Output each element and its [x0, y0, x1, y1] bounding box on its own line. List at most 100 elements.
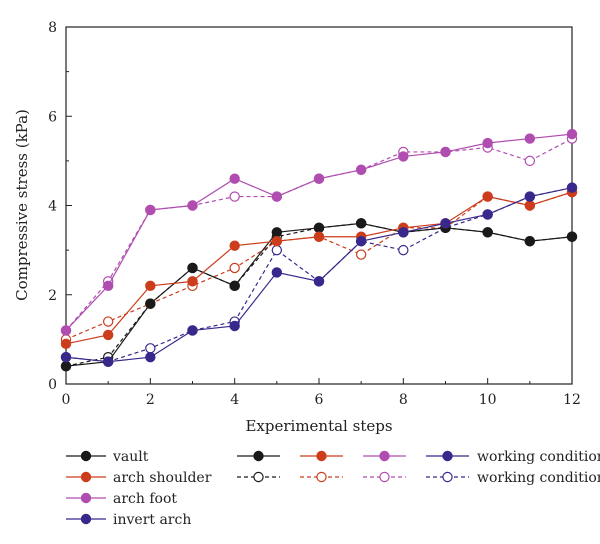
data-point-arch-shoulder-wc3	[145, 280, 156, 292]
plot-frame	[65, 26, 573, 385]
legend: vault arch shoulder arch foot invert arch wo…	[66, 449, 600, 528]
data-point-vault-wc3	[60, 360, 72, 372]
data-point-invert-arch-wc6	[271, 244, 283, 256]
series-arch-foot-wc3	[60, 128, 578, 336]
plot-frame-rect	[65, 26, 573, 385]
data-point-arch-shoulder-wc3	[313, 231, 325, 242]
x-tick-label: 2	[146, 392, 155, 408]
legend-item-label: vault	[112, 449, 149, 465]
y-tick-label: 0	[48, 377, 57, 393]
y-tick-label: 8	[48, 20, 57, 36]
data-point-invert-arch-wc3	[355, 235, 367, 247]
legend-swatch-marker	[80, 492, 92, 504]
legend-swatch-marker	[80, 471, 92, 483]
y-axis: 0 2 4 6 8	[48, 20, 72, 393]
y-tick-label: 2	[48, 288, 57, 304]
data-point-invert-arch-wc3	[398, 227, 409, 238]
legend-item-label: arch foot	[113, 491, 177, 507]
x-tick-label: 4	[230, 392, 239, 408]
series-line-arch-shoulder-wc6	[65, 191, 573, 340]
data-point-arch-foot-wc3	[187, 200, 198, 211]
legend-condition-swatch-marker	[253, 450, 264, 462]
data-point-invert-arch-wc3	[482, 209, 493, 220]
x-tick-label: 12	[563, 392, 581, 408]
data-point-arch-foot-wc3	[524, 133, 536, 144]
data-point-arch-foot-wc3	[271, 191, 283, 202]
series-line-invert-arch-wc6	[65, 187, 573, 363]
data-point-invert-arch-wc3	[145, 352, 156, 363]
series-invert-arch-wc6	[60, 182, 578, 367]
data-point-arch-foot-wc3	[60, 325, 72, 336]
x-axis-label: Experimental steps	[245, 417, 392, 435]
legend-condition-swatch-marker	[442, 471, 453, 483]
data-point-vault-wc3	[524, 235, 536, 247]
data-point-vault-wc3	[566, 231, 578, 242]
series-arch-shoulder-wc3	[60, 186, 578, 350]
data-point-arch-shoulder-wc3	[524, 200, 536, 211]
data-point-vault-wc3	[229, 280, 240, 292]
data-point-arch-foot-wc3	[440, 146, 451, 158]
data-point-invert-arch-wc3	[229, 320, 240, 332]
data-point-invert-arch-wc6	[145, 343, 156, 354]
legend-item-label: invert arch	[113, 512, 191, 528]
data-point-invert-arch-wc3	[313, 276, 325, 287]
series-line-invert-arch-wc3	[65, 187, 573, 363]
data-point-vault-wc3	[145, 298, 156, 309]
data-point-invert-arch-wc6	[398, 244, 409, 256]
y-tick-label: 6	[48, 109, 57, 125]
data-point-invert-arch-wc3	[60, 352, 72, 363]
data-point-arch-shoulder-wc6	[229, 262, 240, 274]
legend-swatch-marker	[80, 450, 92, 462]
data-point-arch-foot-wc3	[398, 151, 409, 162]
legend-condition-swatch-marker	[253, 471, 264, 483]
data-point-invert-arch-wc3	[271, 267, 283, 278]
data-point-vault-wc3	[355, 218, 367, 229]
legend-condition-swatch-marker	[316, 471, 327, 483]
legend-condition-swatch-marker	[442, 450, 453, 462]
legend-condition-swatch-marker	[316, 450, 327, 462]
series-line-arch-shoulder-wc3	[65, 191, 573, 345]
data-point-invert-arch-wc3	[440, 218, 451, 229]
data-point-arch-shoulder-wc6	[355, 249, 367, 260]
data-point-invert-arch-wc3	[102, 356, 114, 367]
data-point-arch-foot-wc6	[229, 191, 240, 202]
x-tick-label: 6	[315, 392, 324, 408]
legend-item-label: arch shoulder	[113, 470, 212, 486]
x-tick-label: 0	[62, 392, 71, 408]
data-point-arch-shoulder-wc3	[187, 276, 198, 287]
data-point-arch-shoulder-wc3	[482, 191, 493, 202]
data-point-arch-foot-wc3	[145, 204, 156, 216]
data-point-vault-wc3	[482, 227, 493, 238]
legend-condition-swatch-marker	[379, 471, 390, 483]
data-point-arch-shoulder-wc3	[102, 329, 114, 341]
data-point-arch-foot-wc3	[102, 280, 114, 292]
data-point-arch-shoulder-wc3	[271, 235, 283, 247]
series-layer	[60, 128, 578, 372]
data-point-arch-foot-wc3	[229, 173, 240, 184]
legend-condition-label: working condition 6	[477, 470, 600, 486]
y-tick-label: 4	[48, 199, 57, 215]
x-axis: 0 2 4 6 8 10 12	[62, 378, 581, 408]
data-point-invert-arch-wc3	[566, 182, 578, 193]
data-point-invert-arch-wc3	[187, 325, 198, 336]
data-point-arch-shoulder-wc3	[229, 240, 240, 251]
legend-swatch-marker	[80, 513, 92, 525]
data-point-arch-shoulder-wc6	[102, 316, 114, 327]
data-point-arch-shoulder-wc3	[60, 338, 72, 350]
data-point-vault-wc3	[313, 222, 325, 234]
series-invert-arch-wc3	[60, 182, 578, 367]
data-point-vault-wc3	[271, 227, 283, 238]
legend-condition-label: working condition 3	[477, 449, 600, 465]
data-point-arch-foot-wc3	[566, 128, 578, 140]
data-point-arch-foot-wc3	[313, 173, 325, 184]
data-point-arch-foot-wc6	[524, 155, 536, 167]
legend-condition-swatch-marker	[379, 450, 390, 462]
data-point-invert-arch-wc3	[524, 191, 536, 202]
y-axis-label: Compressive stress (kPa)	[13, 109, 31, 301]
data-point-arch-foot-wc3	[355, 164, 367, 175]
x-tick-label: 10	[479, 392, 497, 408]
x-tick-label: 8	[399, 392, 408, 408]
data-point-vault-wc3	[187, 262, 198, 274]
data-point-arch-foot-wc3	[482, 137, 493, 149]
